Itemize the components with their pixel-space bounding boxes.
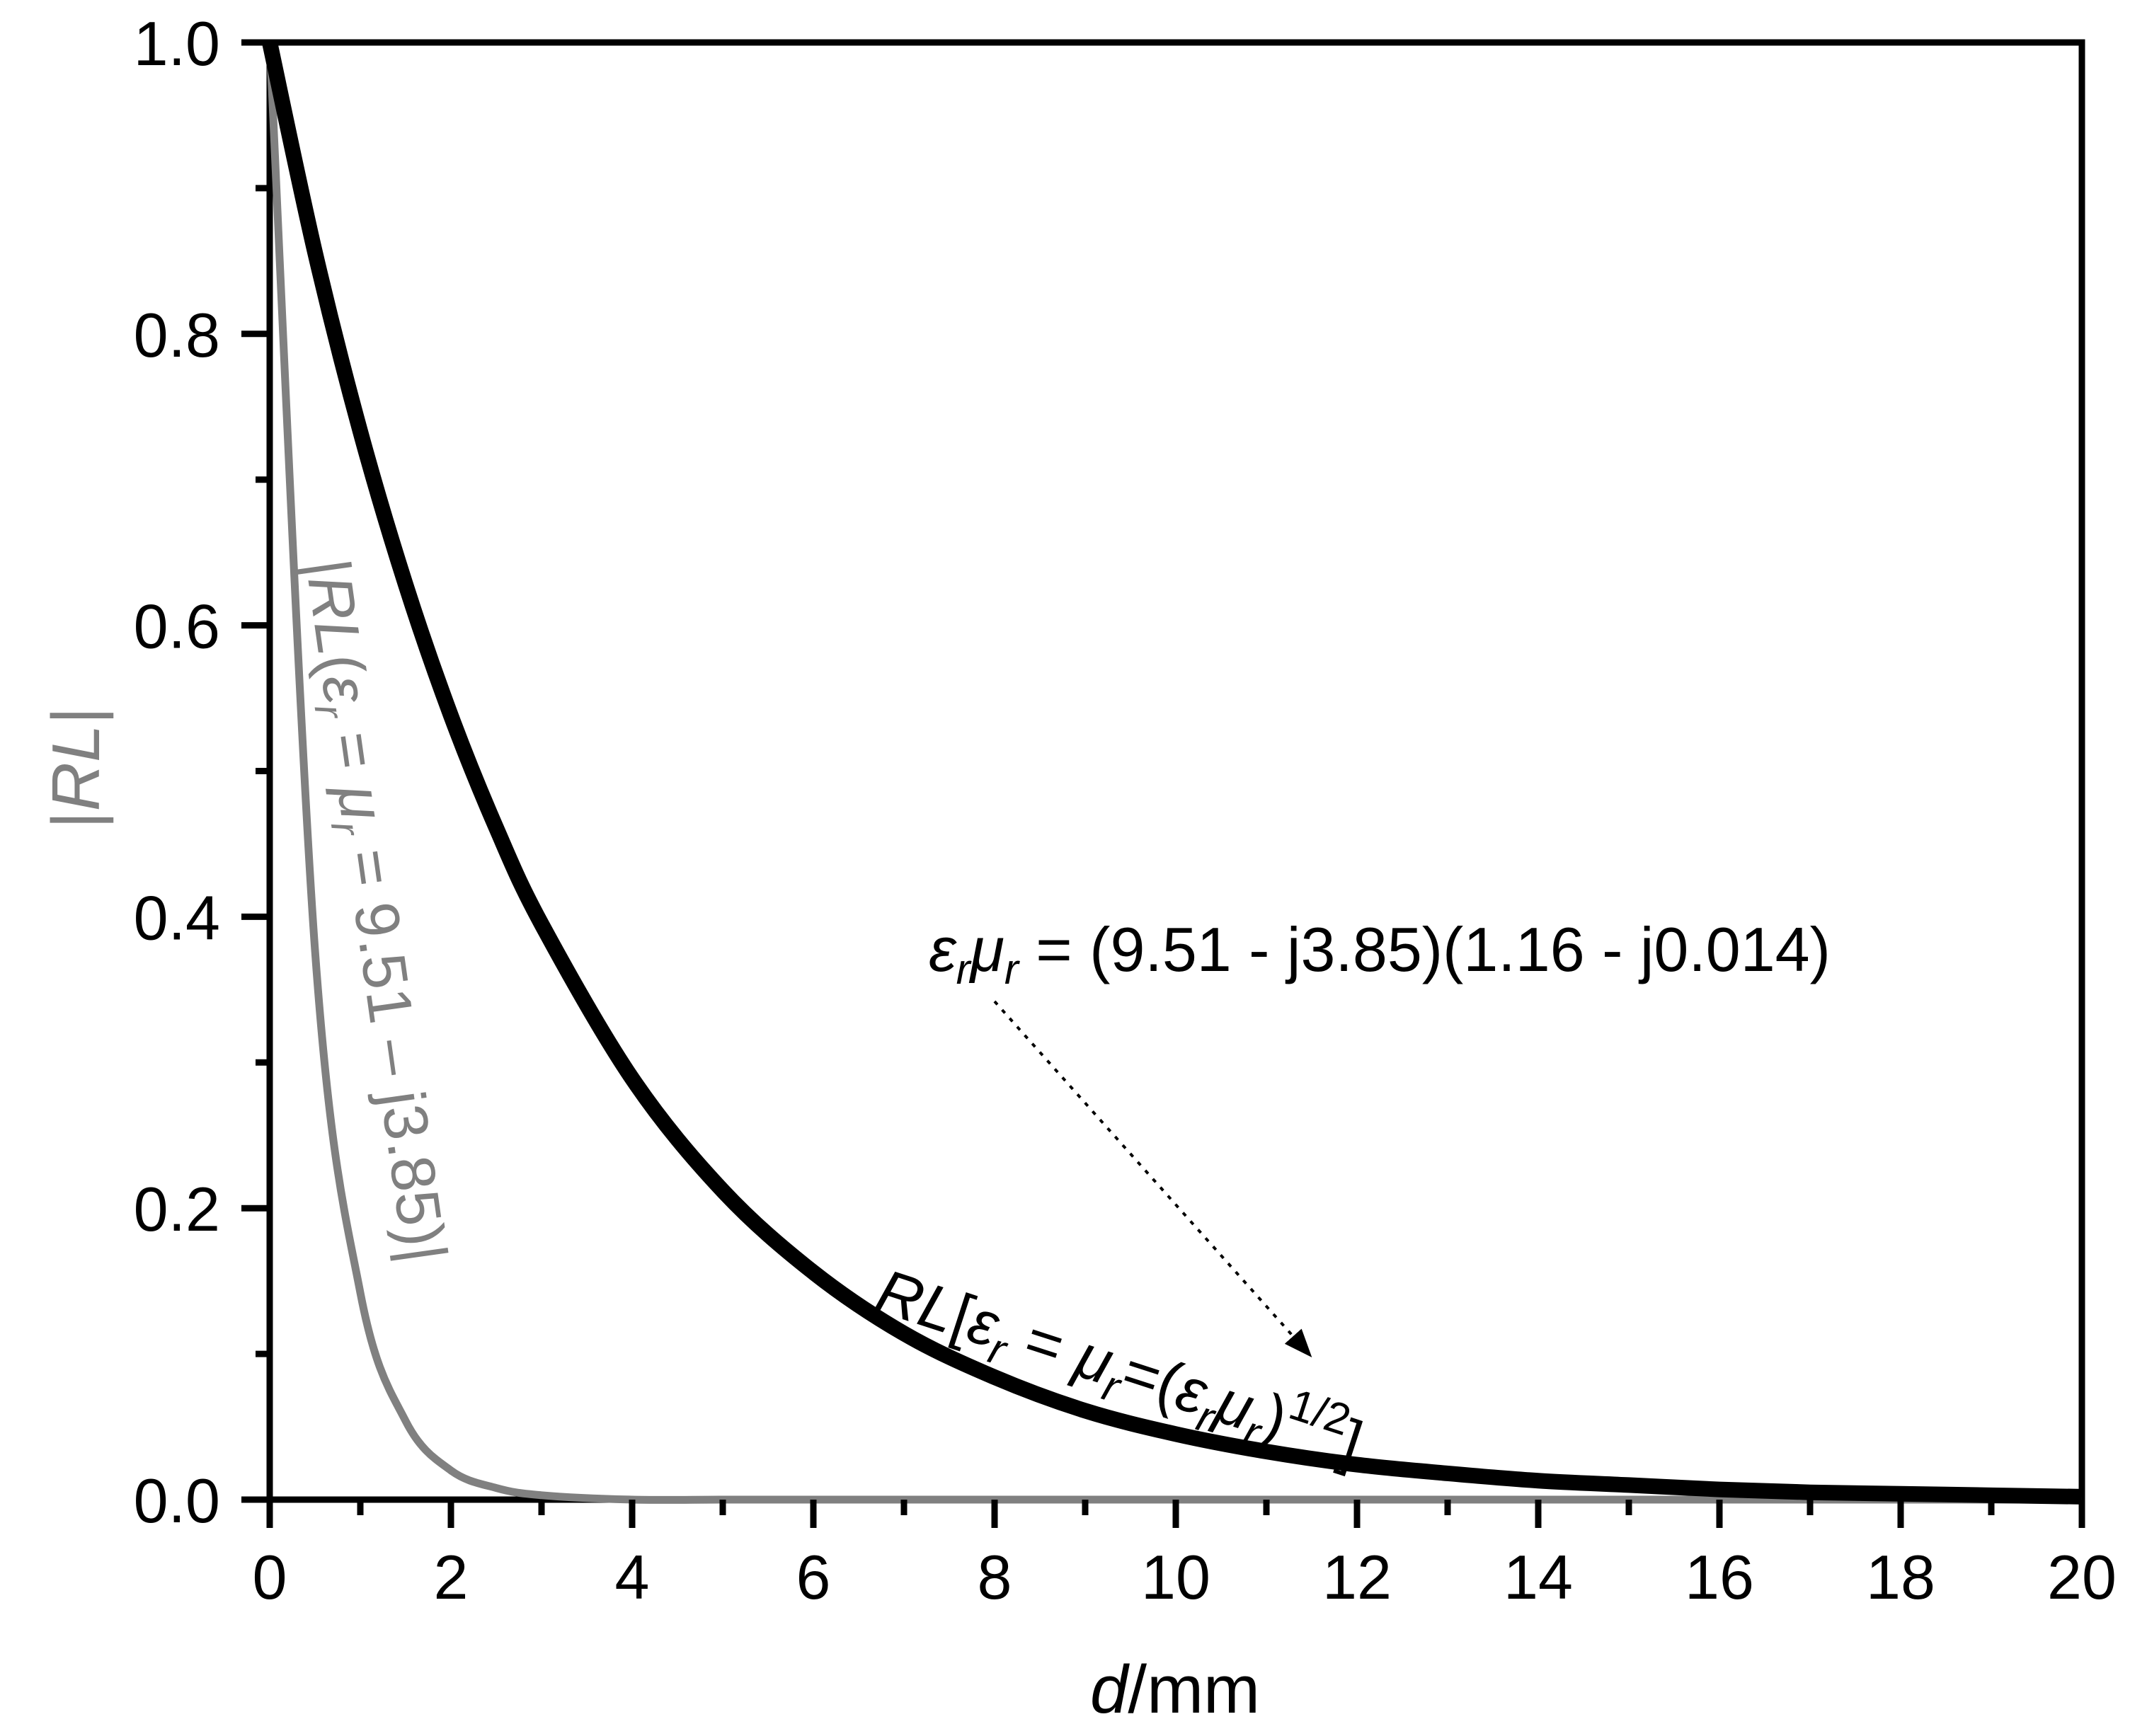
x-tick-label: 20 <box>2047 1542 2117 1612</box>
y-axis-title: |RL| <box>38 707 114 829</box>
x-tick-label: 16 <box>1685 1542 1754 1612</box>
permittivity-permeability-annotation: εrμr = (9.51 - j3.85)(1.16 - j0.014) <box>929 914 1831 993</box>
x-tick-label: 2 <box>434 1542 469 1612</box>
curves <box>262 40 2083 1505</box>
x-tick-label: 12 <box>1322 1542 1392 1612</box>
y-tick-label: 1.0 <box>134 8 220 79</box>
gray-curve <box>265 42 2082 1504</box>
x-tick-label: 8 <box>978 1542 1012 1612</box>
mu-symbol: μ <box>969 914 1004 984</box>
rl-text: RL <box>294 571 375 660</box>
y-axis-bar-right: | <box>38 707 114 725</box>
x-axis-var: d <box>1090 1652 1130 1728</box>
y-tick-label: 0.6 <box>134 592 220 662</box>
y-tick-label: 0.0 <box>134 1466 220 1536</box>
y-tick-label: 0.8 <box>134 300 220 370</box>
black-curve <box>262 40 2083 1505</box>
y-axis-ticks: 0.0 0.2 0.4 0.6 0.8 1.0 <box>134 8 270 1536</box>
y-axis-var: RL <box>38 725 114 812</box>
gray-label-value: = 9.51 – j3.85)| <box>331 827 460 1266</box>
x-tick-label: 6 <box>796 1542 831 1612</box>
x-tick-label: 4 <box>615 1542 650 1612</box>
subscript-r: r <box>1004 945 1020 993</box>
y-axis-bar-left: | <box>38 811 114 829</box>
y-tick-label: 0.4 <box>134 883 220 953</box>
annotation-arrow <box>993 1000 1312 1357</box>
x-tick-label: 14 <box>1504 1542 1573 1612</box>
subscript-r: r <box>956 945 972 993</box>
plot-frame <box>266 39 2085 1503</box>
x-tick-label: 10 <box>1141 1542 1210 1612</box>
x-axis-ticks: 0 2 4 6 8 10 12 14 16 18 20 <box>253 1500 2117 1612</box>
x-axis-unit: /mm <box>1128 1652 1260 1728</box>
y-tick-label: 0.2 <box>134 1174 220 1244</box>
x-axis-title: d/mm <box>1090 1652 1260 1728</box>
x-tick-label: 0 <box>253 1542 287 1612</box>
annotation-value: = (9.51 - j3.85)(1.16 - j0.014) <box>1019 914 1831 984</box>
epsilon-symbol: ε <box>929 914 957 984</box>
equals: = <box>314 711 394 791</box>
x-tick-label: 18 <box>1866 1542 1935 1612</box>
